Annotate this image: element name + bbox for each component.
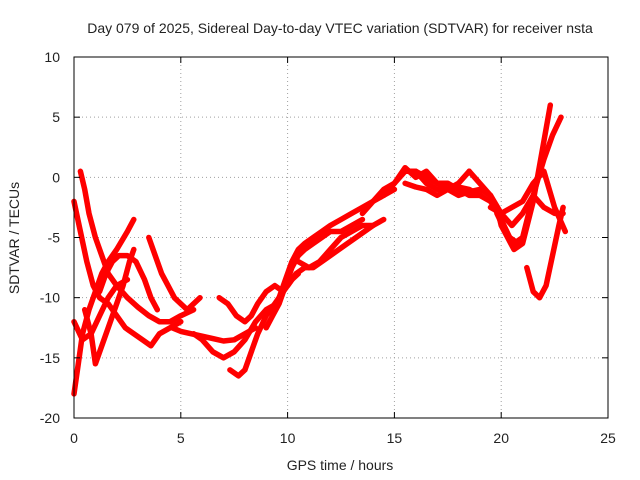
y-axis-label: SDTVAR / TECUs [6,182,22,294]
axis-ticks: 0 5 10 15 20 25 10 5 0 -5 -10 -15 -20 [40,49,616,446]
series-line-sat-x [524,204,566,301]
series-line-sat-w [498,192,566,229]
x-tick-label: 10 [280,430,296,446]
series-line-sat-u [494,114,564,247]
series-line-sat-g [146,234,203,313]
series-line-sat-c [71,216,137,397]
series-line-sat-r [402,180,483,199]
series-line-sat-j [216,282,287,325]
series-line-sat-n [284,222,376,289]
y-tick-label: -10 [40,290,60,306]
y-tick-label: 0 [52,169,60,185]
y-tick-label: 10 [44,49,60,65]
x-tick-label: 25 [600,430,616,446]
plot-area [71,102,569,397]
y-tick-label: -20 [40,410,60,426]
y-tick-label: -15 [40,350,60,366]
x-axis-label: GPS time / hours [287,457,394,473]
y-tick-label: -5 [48,230,61,246]
x-tick-label: 20 [493,430,509,446]
series-line-sat-k [227,270,302,379]
chart-title: Day 079 of 2025, Sidereal Day-to-day VTE… [87,20,593,36]
series-line-sat-h [169,325,259,344]
series-line-sat-o [295,216,387,271]
series-line-sat-a [71,198,184,349]
x-tick-label: 0 [70,430,78,446]
series-line-sat-f [96,252,161,313]
series-line-sat-e [81,246,137,367]
grid [74,57,608,418]
series-line-sat-l [263,216,366,331]
series-line-sat-q [380,164,504,217]
x-tick-label: 5 [177,430,185,446]
y-tick-label: 5 [52,109,60,125]
series-line-sat-i [190,300,280,361]
x-tick-label: 15 [387,430,403,446]
